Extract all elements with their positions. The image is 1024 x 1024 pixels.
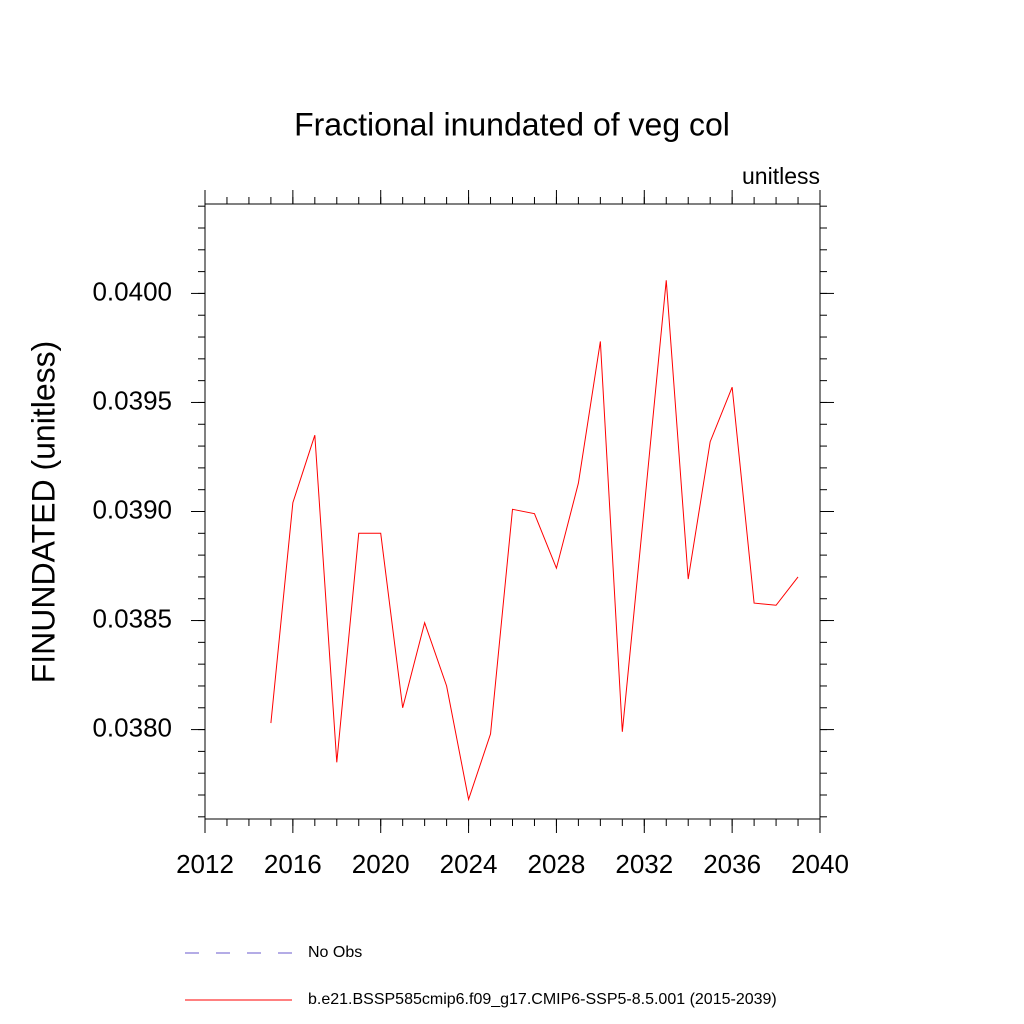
y-tick-label: 0.0380 <box>92 712 172 742</box>
chart-title: Fractional inundated of veg col <box>294 106 730 142</box>
legend-label: No Obs <box>308 944 362 961</box>
y-tick-label: 0.0400 <box>92 276 172 306</box>
y-tick-label: 0.0395 <box>92 385 172 415</box>
x-tick-label: 2012 <box>176 849 234 879</box>
y-axis-label: FINUNDATED (unitless) <box>25 341 61 684</box>
x-tick-label: 2016 <box>264 849 322 879</box>
x-tick-label: 2028 <box>528 849 586 879</box>
x-tick-label: 2040 <box>791 849 849 879</box>
x-tick-label: 2020 <box>352 849 410 879</box>
x-tick-label: 2032 <box>615 849 673 879</box>
x-tick-label: 2036 <box>703 849 761 879</box>
legend-label: b.e21.BSSP585cmip6.f09_g17.CMIP6-SSP5-8.… <box>308 991 777 1008</box>
chart-subtitle: unitless <box>742 163 820 189</box>
x-tick-label: 2024 <box>440 849 498 879</box>
y-tick-label: 0.0385 <box>92 603 172 633</box>
y-tick-label: 0.0390 <box>92 494 172 524</box>
series-line <box>270 280 799 802</box>
